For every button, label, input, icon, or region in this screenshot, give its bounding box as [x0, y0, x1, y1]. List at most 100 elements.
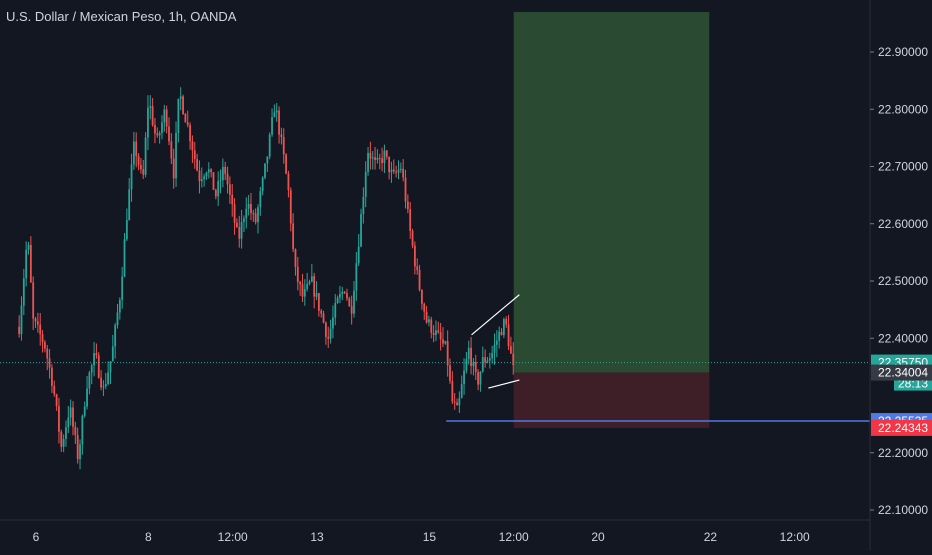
candle: [449, 365, 451, 381]
candle: [266, 156, 269, 164]
x-tick-label: 6: [33, 530, 40, 544]
candle: [200, 179, 203, 182]
candle: [364, 171, 367, 197]
candle: [332, 317, 334, 329]
candle: [458, 397, 461, 406]
position-tool[interactable]: [513, 11, 710, 428]
candle: [95, 353, 98, 356]
candle: [254, 213, 257, 223]
candle: [411, 230, 414, 246]
candle: [158, 132, 161, 136]
candle: [346, 293, 348, 299]
y-tick-label: 22.80000: [878, 102, 928, 116]
candle: [149, 106, 152, 108]
candle: [193, 150, 196, 160]
candle: [509, 346, 512, 354]
x-tick-label: 15: [423, 530, 437, 544]
candle: [128, 189, 131, 221]
candle: [125, 220, 128, 240]
candle: [240, 221, 243, 239]
candle: [437, 330, 440, 333]
candle: [425, 311, 428, 323]
candle: [285, 154, 287, 174]
candle: [29, 244, 32, 283]
loss-zone[interactable]: [513, 372, 710, 428]
candle: [385, 150, 388, 157]
candle: [313, 276, 316, 297]
candle: [186, 122, 189, 125]
candle: [446, 341, 449, 366]
price-label-0-bg: [871, 364, 932, 381]
drawings[interactable]: [0, 294, 870, 422]
candle: [18, 326, 21, 334]
x-tick-label: 12:00: [780, 530, 810, 544]
candle: [140, 165, 142, 170]
trend-line[interactable]: [471, 294, 520, 336]
candle: [280, 134, 283, 138]
candle: [456, 402, 458, 406]
candle: [257, 207, 259, 223]
candle: [62, 438, 65, 447]
candle: [102, 386, 105, 388]
candle: [226, 173, 229, 185]
candle: [416, 266, 419, 270]
candle: [474, 361, 477, 373]
candle: [76, 435, 79, 460]
candle: [306, 283, 309, 290]
candle: [219, 180, 222, 182]
candle: [294, 249, 297, 267]
candle: [154, 125, 156, 134]
candle: [198, 170, 201, 182]
candle: [402, 168, 405, 178]
candle: [210, 169, 213, 173]
x-tick-label: 8: [145, 530, 152, 544]
trend-line[interactable]: [488, 379, 520, 389]
y-tick-label: 22.90000: [878, 45, 928, 59]
candle: [327, 336, 330, 339]
candle: [486, 360, 489, 363]
candle: [268, 134, 271, 157]
candle: [207, 169, 210, 173]
candle: [212, 172, 215, 190]
candle: [273, 112, 276, 118]
candle: [350, 306, 353, 314]
candle: [381, 158, 383, 164]
y-tick-label: 22.10000: [878, 503, 928, 517]
candle: [395, 171, 398, 173]
x-tick-label: 13: [310, 530, 324, 544]
candle: [493, 344, 496, 353]
chart-title: U.S. Dollar / Mexican Peso, 1h, OANDA: [6, 9, 237, 24]
candle: [502, 319, 505, 336]
candle: [90, 365, 93, 373]
candle: [413, 245, 416, 267]
profit-zone[interactable]: [513, 11, 710, 373]
candle: [357, 246, 360, 264]
candle: [39, 324, 42, 335]
candle: [233, 204, 236, 223]
candle: [196, 159, 199, 171]
candle: [460, 384, 463, 398]
candle: [491, 352, 494, 359]
y-tick-label: 22.50000: [878, 274, 928, 288]
candle: [137, 156, 140, 166]
candle: [388, 156, 391, 173]
candle: [308, 281, 311, 284]
candle: [130, 164, 133, 190]
candle: [275, 110, 278, 113]
candle: [252, 213, 255, 215]
candle: [245, 208, 248, 219]
candle: [182, 96, 184, 114]
candle: [439, 332, 442, 340]
candle: [334, 303, 337, 318]
candle: [217, 181, 220, 197]
candle: [118, 299, 121, 313]
candle: [247, 204, 250, 209]
candle: [51, 367, 53, 386]
candle: [390, 169, 393, 173]
candle: [481, 357, 484, 372]
candle: [341, 291, 344, 294]
candle: [111, 346, 114, 362]
candle: [25, 249, 28, 279]
